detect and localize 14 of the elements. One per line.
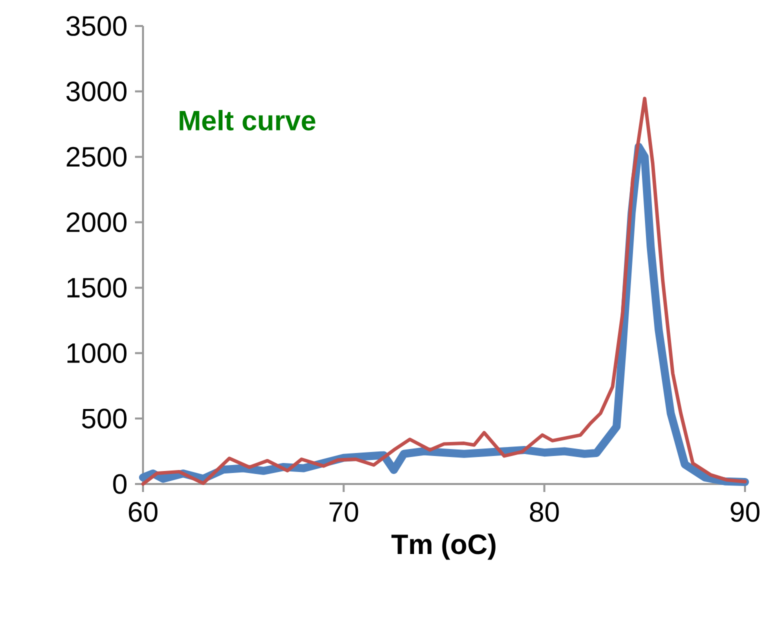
y-tick-label: 3000 — [66, 82, 127, 102]
annotation: Melt curve — [180, 110, 316, 130]
y-tick-label: 500 — [82, 408, 127, 428]
y-tick-label: 1500 — [67, 278, 127, 298]
x-tick-label: 60 — [128, 502, 158, 522]
x-tick-label: 70 — [330, 502, 358, 522]
x-tick-label: 80 — [530, 502, 559, 522]
x-axis-title: Tm (oC) — [391, 534, 496, 560]
y-tick-label: 3500 — [66, 16, 127, 36]
y-tick-label: 2500 — [66, 146, 127, 167]
y-tick-label: 2000 — [66, 212, 127, 232]
x-tick-label: 90 — [730, 502, 760, 522]
y-tick-label: 0 — [113, 474, 127, 494]
y-tick-label: 1000 — [67, 343, 127, 364]
